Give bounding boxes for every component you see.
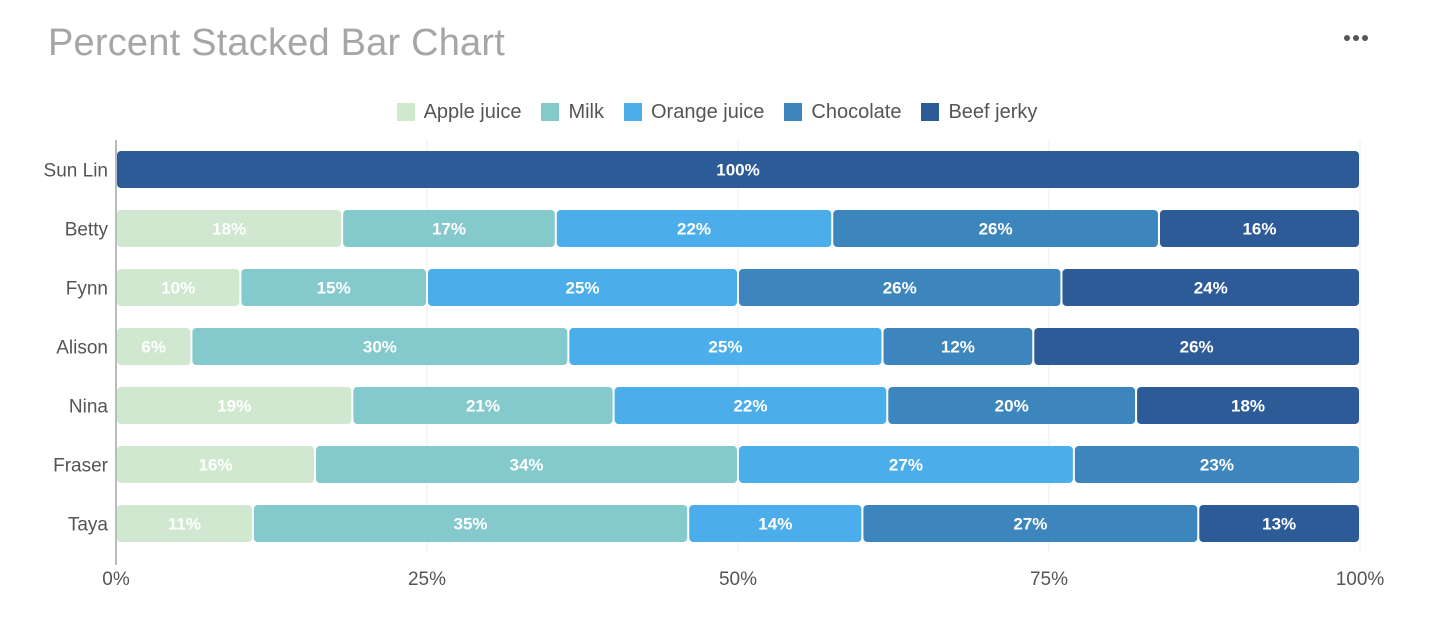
y-category-label: Taya (68, 515, 109, 536)
bar-segment (241, 269, 426, 306)
bar-segment (888, 387, 1136, 424)
y-category-label: Fraser (53, 456, 109, 477)
bar-data-label: 35% (454, 515, 488, 534)
bar-segment (739, 269, 1061, 306)
bar-segment (428, 269, 737, 306)
bar-segment (353, 387, 613, 424)
legend-swatch (921, 103, 940, 121)
bar-segment (1034, 328, 1359, 365)
x-tick-label: 50% (719, 569, 757, 590)
bar-segment (117, 210, 342, 247)
bar-data-label: 18% (1231, 397, 1265, 416)
bar-data-label: 12% (941, 338, 975, 357)
bar-segment (689, 505, 862, 542)
x-tick-label: 75% (1030, 569, 1068, 590)
bar-data-label: 24% (1194, 279, 1228, 298)
bar-segment (253, 505, 688, 542)
legend-item-milk[interactable]: Milk (541, 101, 604, 124)
more-horizontal-icon (1344, 35, 1350, 41)
bar-segment (117, 446, 315, 483)
bar-segment (1199, 505, 1359, 542)
y-category-label: Fynn (66, 279, 108, 300)
legend-item-beef-jerky[interactable]: Beef jerky (921, 101, 1037, 124)
bar-data-label: 17% (432, 220, 466, 239)
bar-data-label: 27% (889, 456, 923, 475)
legend-swatch (623, 103, 642, 121)
bar-segment (1137, 387, 1359, 424)
legend-label: Orange juice (650, 100, 765, 123)
bar-segment (192, 328, 568, 365)
legend-item-chocolate[interactable]: Chocolate (784, 101, 901, 124)
bar-data-label: 20% (995, 397, 1029, 416)
bar-data-label: 10% (161, 279, 195, 298)
bar-data-label: 15% (317, 279, 351, 298)
bar-data-label: 26% (883, 279, 917, 298)
more-dot (1353, 35, 1359, 41)
bar-data-label: 27% (1013, 515, 1047, 534)
x-tick-label: 100% (1336, 569, 1385, 590)
bar-segment (614, 387, 887, 424)
bar-data-label: 100% (716, 161, 759, 180)
bar-data-label: 19% (217, 397, 251, 416)
bar-segment (343, 210, 555, 247)
chart-legend: Apple juice Milk Orange juice Chocolate Beef… (0, 96, 1434, 128)
bar-data-label: 30% (363, 338, 397, 357)
bar-segment (1074, 446, 1359, 483)
bar-data-label: 16% (1242, 220, 1276, 239)
legend-label: Beef jerky (948, 100, 1038, 123)
bar-segment (1159, 210, 1359, 247)
bar-data-label: 11% (168, 515, 201, 534)
bar-data-label: 23% (1200, 456, 1234, 475)
bar-data-label: 25% (708, 338, 742, 357)
bar-segment (833, 210, 1158, 247)
y-category-label: Alison (56, 338, 108, 359)
bar-data-label: 6% (141, 338, 166, 357)
legend-swatch (784, 103, 803, 121)
bar-segment (117, 387, 352, 424)
bar-segment (569, 328, 882, 365)
bar-segment (556, 210, 832, 247)
bar-data-label: 25% (565, 279, 599, 298)
bar-segment (863, 505, 1198, 542)
y-category-label: Nina (69, 397, 109, 418)
bar-segment (883, 328, 1033, 365)
legend-label: Apple juice (423, 100, 522, 123)
bar-data-label: 16% (199, 456, 233, 475)
chart-title: Percent Stacked Bar Chart (48, 22, 505, 64)
y-category-label: Sun Lin (44, 161, 108, 182)
more-dot (1362, 35, 1368, 41)
bar-segment (117, 505, 252, 542)
bar-data-label: 14% (758, 515, 792, 534)
legend-swatch (541, 103, 560, 121)
bar-data-label: 22% (733, 397, 767, 416)
bar-data-label: 26% (979, 220, 1013, 239)
bar-data-label: 22% (677, 220, 711, 239)
legend-item-apple-juice[interactable]: Apple juice (396, 100, 522, 124)
bar-segment (117, 328, 191, 365)
bar-data-label: 21% (466, 397, 500, 416)
bar-segment (117, 269, 240, 306)
legend-label: Chocolate (811, 100, 902, 123)
more-options-button[interactable] (1336, 18, 1376, 58)
bar-segment (739, 446, 1073, 483)
y-category-label: Betty (65, 220, 109, 241)
bar-data-label: 34% (510, 456, 544, 475)
bar-data-label: 26% (1180, 338, 1214, 357)
x-tick-label: 25% (408, 569, 446, 590)
bar-data-label: 18% (212, 220, 246, 239)
x-tick-label: 0% (102, 569, 130, 590)
bar-segment (1062, 269, 1359, 306)
legend-swatch (396, 103, 415, 121)
bar-data-label: 13% (1262, 515, 1296, 534)
bar-segment (117, 151, 1359, 188)
bar-segment (316, 446, 737, 483)
legend-item-orange-juice[interactable]: Orange juice (623, 100, 765, 124)
legend-label: Milk (568, 100, 604, 123)
